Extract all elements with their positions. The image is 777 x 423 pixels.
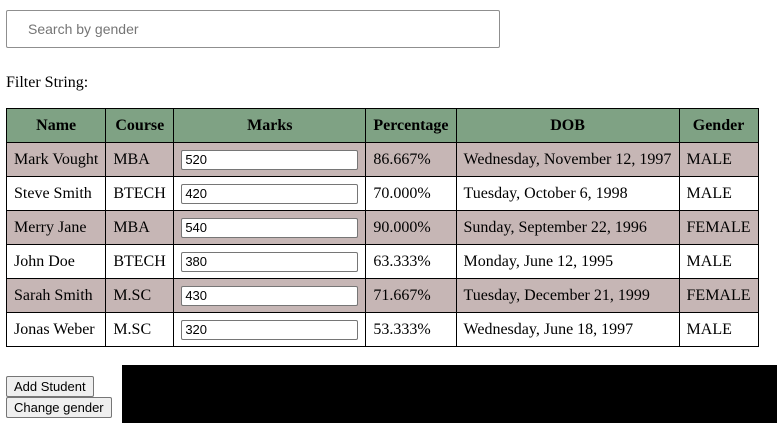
cell-gender: MALE <box>678 142 759 177</box>
marks-input[interactable] <box>181 251 359 272</box>
cell-marks <box>173 244 367 279</box>
cell-gender: MALE <box>678 176 759 211</box>
table-row: Jonas Weber M.SC 53.333% Wednesday, June… <box>5 312 759 347</box>
cell-marks <box>173 176 367 211</box>
cell-percentage: 70.000% <box>365 176 457 211</box>
cell-course: MBA <box>105 142 175 177</box>
cell-name: Sarah Smith <box>5 278 107 313</box>
cell-marks <box>173 142 367 177</box>
redacted-block <box>122 365 777 423</box>
students-table: Name Course Marks Percentage DOB Gender … <box>5 108 759 347</box>
cell-gender: MALE <box>678 312 759 347</box>
header-dob: DOB <box>455 108 680 143</box>
cell-gender: FEMALE <box>678 278 759 313</box>
cell-percentage: 86.667% <box>365 142 457 177</box>
cell-dob: Tuesday, October 6, 1998 <box>455 176 680 211</box>
table-row: Sarah Smith M.SC 71.667% Tuesday, Decemb… <box>5 278 759 313</box>
header-name: Name <box>5 108 107 143</box>
add-student-button[interactable]: Add Student <box>6 376 94 397</box>
header-marks: Marks <box>173 108 367 143</box>
cell-percentage: 90.000% <box>365 210 457 245</box>
cell-percentage: 63.333% <box>365 244 457 279</box>
search-input[interactable] <box>6 10 500 48</box>
header-gender: Gender <box>678 108 759 143</box>
header-percentage: Percentage <box>365 108 457 143</box>
table-header-row: Name Course Marks Percentage DOB Gender <box>5 108 759 143</box>
marks-input[interactable] <box>181 183 359 204</box>
cell-dob: Monday, June 12, 1995 <box>455 244 680 279</box>
marks-input[interactable] <box>181 285 359 306</box>
table-row: Steve Smith BTECH 70.000% Tuesday, Octob… <box>5 176 759 211</box>
cell-gender: MALE <box>678 244 759 279</box>
cell-name: Steve Smith <box>5 176 107 211</box>
cell-course: M.SC <box>105 278 175 313</box>
table-row: Merry Jane MBA 90.000% Sunday, September… <box>5 210 759 245</box>
header-course: Course <box>105 108 175 143</box>
cell-name: John Doe <box>5 244 107 279</box>
cell-dob: Sunday, September 22, 1996 <box>455 210 680 245</box>
cell-percentage: 53.333% <box>365 312 457 347</box>
change-gender-button[interactable]: Change gender <box>6 397 112 418</box>
cell-dob: Wednesday, November 12, 1997 <box>455 142 680 177</box>
cell-course: BTECH <box>105 244 175 279</box>
cell-marks <box>173 312 367 347</box>
cell-gender: FEMALE <box>678 210 759 245</box>
cell-name: Jonas Weber <box>5 312 107 347</box>
cell-percentage: 71.667% <box>365 278 457 313</box>
marks-input[interactable] <box>181 149 359 170</box>
marks-input[interactable] <box>181 319 359 340</box>
filter-string-label: Filter String: <box>6 74 89 91</box>
cell-marks <box>173 278 367 313</box>
cell-marks <box>173 210 367 245</box>
table-row: Mark Vought MBA 86.667% Wednesday, Novem… <box>5 142 759 177</box>
cell-course: BTECH <box>105 176 175 211</box>
cell-name: Merry Jane <box>5 210 107 245</box>
filter-string: Filter String: <box>6 74 88 92</box>
cell-course: MBA <box>105 210 175 245</box>
cell-dob: Wednesday, June 18, 1997 <box>455 312 680 347</box>
table-row: John Doe BTECH 63.333% Monday, June 12, … <box>5 244 759 279</box>
marks-input[interactable] <box>181 217 359 238</box>
cell-dob: Tuesday, December 21, 1999 <box>455 278 680 313</box>
cell-course: M.SC <box>105 312 175 347</box>
cell-name: Mark Vought <box>5 142 107 177</box>
